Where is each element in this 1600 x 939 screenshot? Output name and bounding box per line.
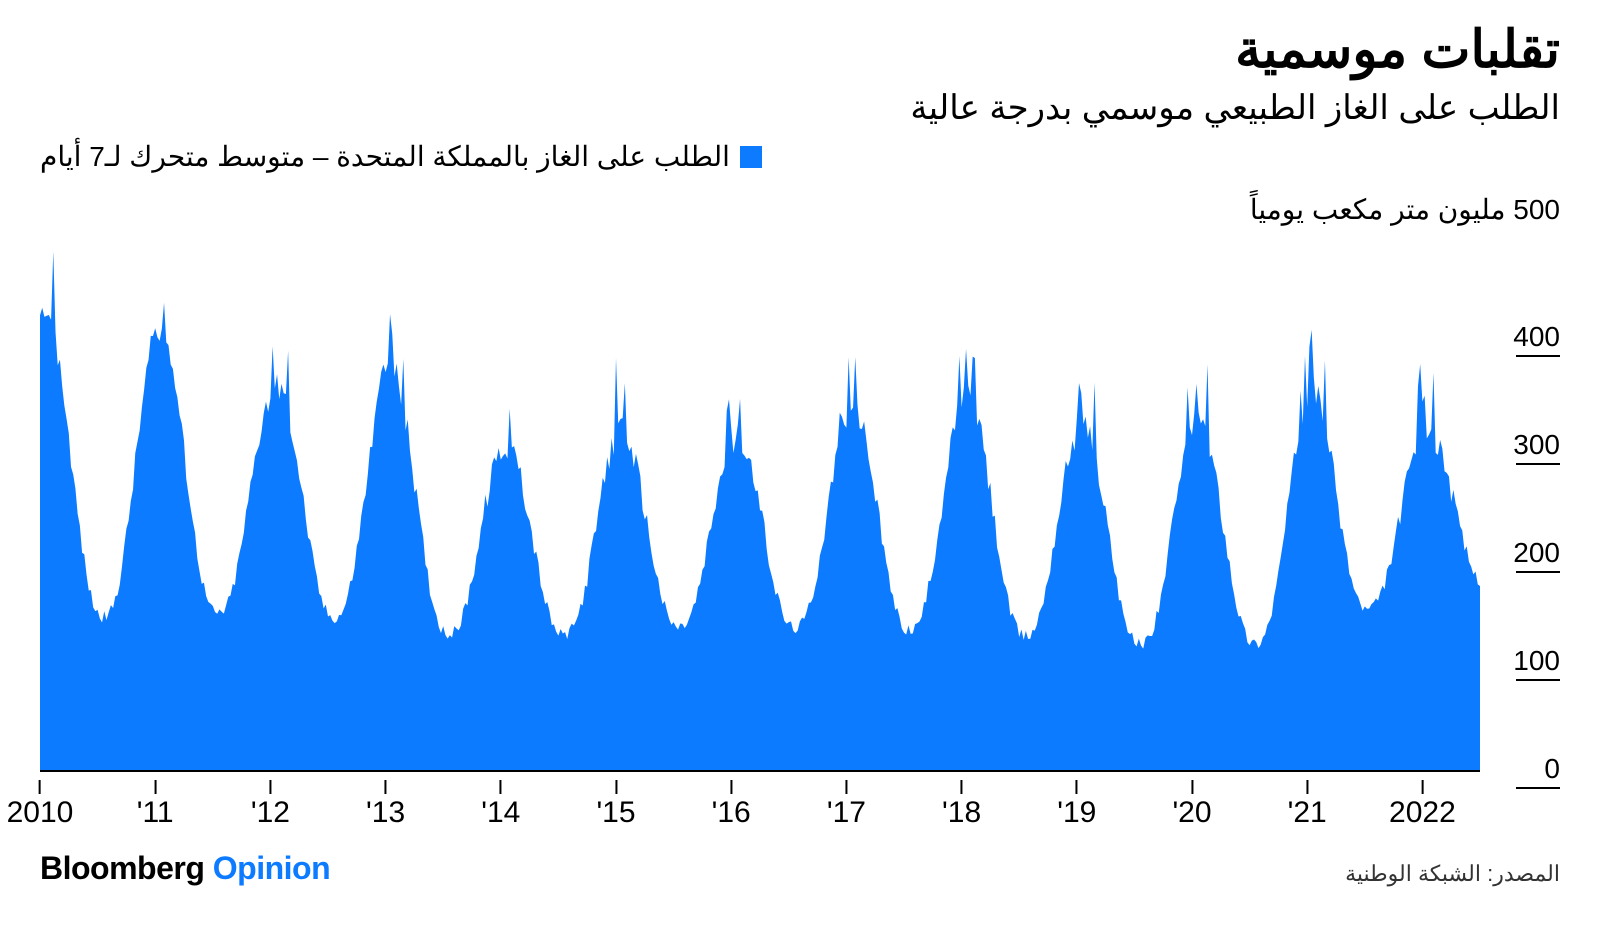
brand-black: Bloomberg	[40, 850, 204, 886]
x-tick: '16	[712, 780, 751, 830]
x-tick-label: '11	[137, 796, 174, 830]
x-tick-label: '17	[827, 796, 866, 830]
x-tick: 2022	[1389, 780, 1456, 830]
source-label: المصدر: الشبكة الوطنية	[1345, 861, 1560, 887]
y-tick: 100	[1513, 647, 1560, 681]
x-tick-label: '19	[1057, 796, 1096, 830]
x-tick-label: '15	[596, 796, 635, 830]
x-tick: '20	[1172, 780, 1211, 830]
x-tick: '17	[827, 780, 866, 830]
chart-footer: Bloomberg Opinion المصدر: الشبكة الوطنية	[0, 830, 1600, 907]
x-tick-mark	[1076, 780, 1078, 794]
x-tick: '21	[1288, 780, 1327, 830]
x-tick: '18	[942, 780, 981, 830]
x-tick-label: 2022	[1389, 796, 1456, 830]
y-tick-mark	[1516, 463, 1560, 465]
x-tick-label: '20	[1172, 796, 1211, 830]
x-tick-mark	[154, 780, 156, 794]
x-tick-mark	[615, 780, 617, 794]
x-tick-mark	[1421, 780, 1423, 794]
plot-area	[40, 232, 1480, 772]
x-tick-label: '13	[366, 796, 405, 830]
y-tick: 400	[1513, 323, 1560, 357]
chart-header: تقلبات موسمية الطلب على الغاز الطبيعي مو…	[0, 0, 1600, 128]
y-tick: 0	[1516, 755, 1560, 789]
x-tick-label: '14	[481, 796, 520, 830]
x-tick: '13	[366, 780, 405, 830]
x-tick-label: '12	[251, 796, 290, 830]
x-tick-mark	[269, 780, 271, 794]
y-tick-mark	[1516, 355, 1560, 357]
y-axis: 0100200300400	[1480, 232, 1560, 772]
area-series	[40, 251, 1480, 770]
y-tick-label: 100	[1513, 647, 1560, 675]
x-tick-label: '16	[712, 796, 751, 830]
y-axis-unit-label: 500 مليون متر مكعب يومياً	[40, 193, 1560, 226]
chart-title: تقلبات موسمية	[40, 20, 1560, 80]
brand-blue: Opinion	[213, 850, 330, 886]
x-tick: '15	[596, 780, 635, 830]
y-tick-label: 200	[1513, 539, 1560, 567]
x-tick-label: 2010	[7, 796, 74, 830]
y-tick-mark	[1516, 679, 1560, 681]
y-tick-mark	[1516, 787, 1560, 789]
x-tick-mark	[1306, 780, 1308, 794]
x-tick-mark	[385, 780, 387, 794]
y-tick-label: 0	[1544, 755, 1560, 783]
chart-legend: الطلب على الغاز بالمملكة المتحدة – متوسط…	[0, 140, 1600, 183]
x-tick-label: '21	[1288, 796, 1327, 830]
x-tick-mark	[1191, 780, 1193, 794]
chart-subtitle: الطلب على الغاز الطبيعي موسمي بدرجة عالي…	[40, 88, 1560, 128]
x-tick: '14	[481, 780, 520, 830]
chart-container: 500 مليون متر مكعب يومياً 0100200300400 …	[40, 193, 1560, 830]
legend-label: الطلب على الغاز بالمملكة المتحدة – متوسط…	[40, 140, 730, 173]
brand-logo: Bloomberg Opinion	[40, 850, 330, 887]
x-tick: '11	[137, 780, 174, 830]
y-tick-mark	[1516, 571, 1560, 573]
x-tick-mark	[961, 780, 963, 794]
legend-swatch	[740, 146, 762, 168]
y-tick-label: 300	[1513, 431, 1560, 459]
x-tick: 2010	[7, 780, 74, 830]
x-tick-mark	[730, 780, 732, 794]
x-tick-mark	[500, 780, 502, 794]
x-axis: 2010'11'12'13'14'15'16'17'18'19'20'21202…	[40, 780, 1480, 830]
x-tick-label: '18	[942, 796, 981, 830]
y-tick-label: 400	[1513, 323, 1560, 351]
x-tick: '19	[1057, 780, 1096, 830]
x-tick-mark	[845, 780, 847, 794]
x-tick: '12	[251, 780, 290, 830]
x-tick-mark	[39, 780, 41, 794]
y-tick: 300	[1513, 431, 1560, 465]
y-tick: 200	[1513, 539, 1560, 573]
area-chart-svg	[40, 232, 1480, 770]
